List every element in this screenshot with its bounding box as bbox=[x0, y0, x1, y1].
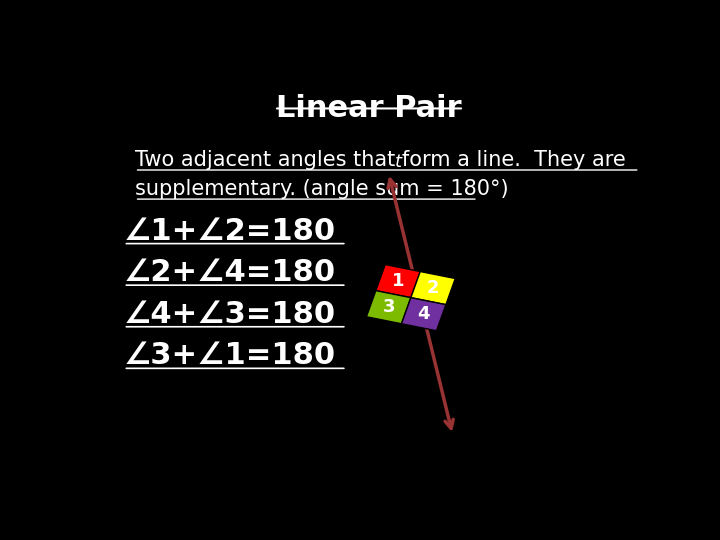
Text: ∠3+∠1=180: ∠3+∠1=180 bbox=[124, 341, 336, 370]
Text: ∠4+∠3=180: ∠4+∠3=180 bbox=[124, 300, 336, 329]
Text: Linear Pair: Linear Pair bbox=[276, 94, 462, 123]
Text: supplementary. (angle sum = 180°): supplementary. (angle sum = 180°) bbox=[135, 179, 508, 199]
Bar bbox=[411, 272, 455, 305]
Text: t: t bbox=[395, 153, 402, 171]
Bar bbox=[402, 298, 446, 330]
Text: ∠2+∠4=180: ∠2+∠4=180 bbox=[124, 258, 336, 287]
Bar bbox=[366, 291, 411, 324]
Text: 2: 2 bbox=[427, 279, 439, 297]
Text: 4: 4 bbox=[418, 305, 430, 323]
Text: 3: 3 bbox=[382, 298, 395, 316]
Text: Two adjacent angles that form a line.  They are: Two adjacent angles that form a line. Th… bbox=[135, 150, 626, 170]
Text: 1: 1 bbox=[392, 272, 404, 290]
Text: ∠1+∠2=180: ∠1+∠2=180 bbox=[124, 217, 336, 246]
Bar bbox=[376, 265, 420, 298]
